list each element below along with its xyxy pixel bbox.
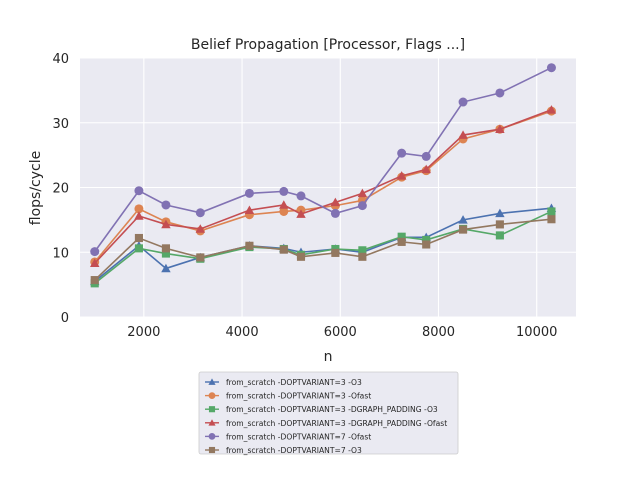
data-point (421, 164, 431, 174)
series-line (94, 66, 552, 253)
grid (80, 57, 576, 318)
series-5 (90, 63, 556, 257)
data-point (422, 235, 431, 244)
data-point (279, 186, 289, 196)
data-point (279, 206, 289, 216)
legend-marker (208, 446, 216, 454)
data-point (161, 263, 171, 273)
data-point (495, 88, 505, 98)
data-point (161, 200, 171, 210)
legend-label: from_scratch -DOPTVARIANT=3 -DGRAPH_PADD… (226, 405, 438, 414)
data-point (546, 63, 556, 73)
series-layer (90, 63, 557, 288)
data-point (357, 188, 368, 198)
data-point (546, 105, 557, 114)
data-point (195, 208, 205, 218)
series-4 (90, 105, 557, 268)
y-tick-label: 40 (52, 52, 69, 67)
data-point (195, 224, 206, 233)
series-line (94, 207, 552, 283)
y-tick-label: 10 (52, 246, 69, 261)
legend-entry: from_scratch -DOPTVARIANT=3 -DGRAPH_PADD… (205, 405, 438, 414)
legend-entry: from_scratch -DOPTVARIANT=3 -DGRAPH_PADD… (205, 419, 447, 428)
data-point (134, 233, 143, 243)
data-point (134, 204, 144, 214)
data-point (357, 201, 367, 211)
y-axis-label: flops/cycle (28, 151, 44, 225)
data-point (296, 191, 306, 201)
data-point (547, 215, 556, 224)
data-point (244, 205, 255, 214)
legend-label: from_scratch -DOPTVARIANT=7 -O3 (226, 446, 362, 455)
data-point (397, 232, 406, 241)
data-point (279, 200, 289, 209)
x-tick-label: 6000 (324, 325, 357, 340)
x-tick-label: 8000 (422, 325, 455, 340)
legend-entry: from_scratch -DOPTVARIANT=3 -Ofast (205, 392, 371, 401)
legend-marker (208, 419, 216, 426)
legend: from_scratch -DOPTVARIANT=3 -O3 from_scra… (198, 371, 459, 455)
data-point (90, 276, 99, 285)
data-point (90, 247, 100, 257)
legend-marker (208, 433, 216, 440)
data-point (358, 252, 367, 261)
data-point (161, 244, 170, 253)
data-point (330, 208, 340, 218)
y-tick-label: 20 (52, 182, 69, 197)
data-point (196, 253, 205, 262)
legend-box (198, 371, 459, 455)
legend-entry: from_scratch -DOPTVARIANT=7 -Ofast (205, 432, 371, 441)
x-tick-label: 4000 (226, 325, 259, 340)
legend-label: from_scratch -DOPTVARIANT=3 -Ofast (226, 392, 371, 401)
x-tick-label: 2000 (127, 325, 160, 340)
data-point (244, 188, 254, 198)
data-point (458, 130, 468, 139)
data-point (161, 219, 171, 229)
data-point (547, 207, 556, 216)
legend-entry: from_scratch -DOPTVARIANT=3 -O3 (205, 378, 362, 387)
data-point (134, 244, 143, 253)
data-point (495, 231, 504, 240)
data-point (296, 209, 306, 218)
data-point (458, 215, 468, 224)
series-line (94, 210, 552, 284)
legend-entry: from_scratch -DOPTVARIANT=7 -O3 (205, 446, 362, 455)
legend-marker (208, 378, 216, 385)
data-point (161, 249, 170, 258)
data-point (296, 252, 306, 261)
data-point (330, 197, 341, 207)
data-point (422, 240, 431, 249)
legend-label: from_scratch -DOPTVARIANT=7 -Ofast (226, 432, 371, 441)
x-axis-label: n (324, 349, 333, 365)
data-point (358, 246, 367, 255)
data-point (495, 220, 504, 229)
data-point (495, 124, 505, 134)
series-6 (90, 215, 556, 285)
legend-marker (208, 392, 216, 399)
data-point (421, 151, 431, 161)
ticks: 2000 4000 6000 8000 10000 0 10 20 30 40 (52, 52, 557, 340)
data-point (134, 211, 144, 220)
data-point (458, 97, 468, 107)
legend-label: from_scratch -DOPTVARIANT=3 -DGRAPH_PADD… (226, 419, 447, 428)
data-point (458, 225, 468, 234)
x-tick-label: 10000 (516, 325, 557, 340)
data-point (245, 241, 254, 250)
data-point (397, 148, 407, 158)
y-tick-label: 0 (61, 311, 69, 326)
data-point (134, 186, 144, 196)
y-tick-label: 30 (52, 117, 69, 132)
data-point (396, 171, 407, 180)
legend-label: from_scratch -DOPTVARIANT=3 -O3 (226, 378, 362, 387)
data-point (397, 237, 406, 246)
legend-marker (208, 406, 216, 413)
data-point (90, 258, 100, 268)
chart-title: Belief Propagation [Processor, Flags ...… (191, 37, 465, 53)
series-line (94, 218, 552, 281)
data-point (279, 245, 288, 254)
data-point (495, 208, 505, 218)
series-line (94, 109, 552, 264)
data-point (331, 248, 340, 257)
